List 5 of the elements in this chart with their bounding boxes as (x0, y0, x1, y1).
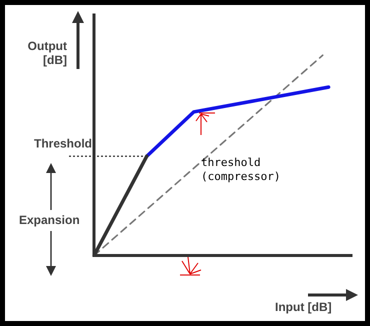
ref-line-label: Threshold (34, 136, 92, 151)
annotation: threshold (compressor) (201, 156, 280, 184)
text: Expansion (19, 213, 80, 227)
x-axis-title: Input [dB] (275, 300, 333, 314)
y-axis-title: Output [dB] (26, 39, 67, 67)
